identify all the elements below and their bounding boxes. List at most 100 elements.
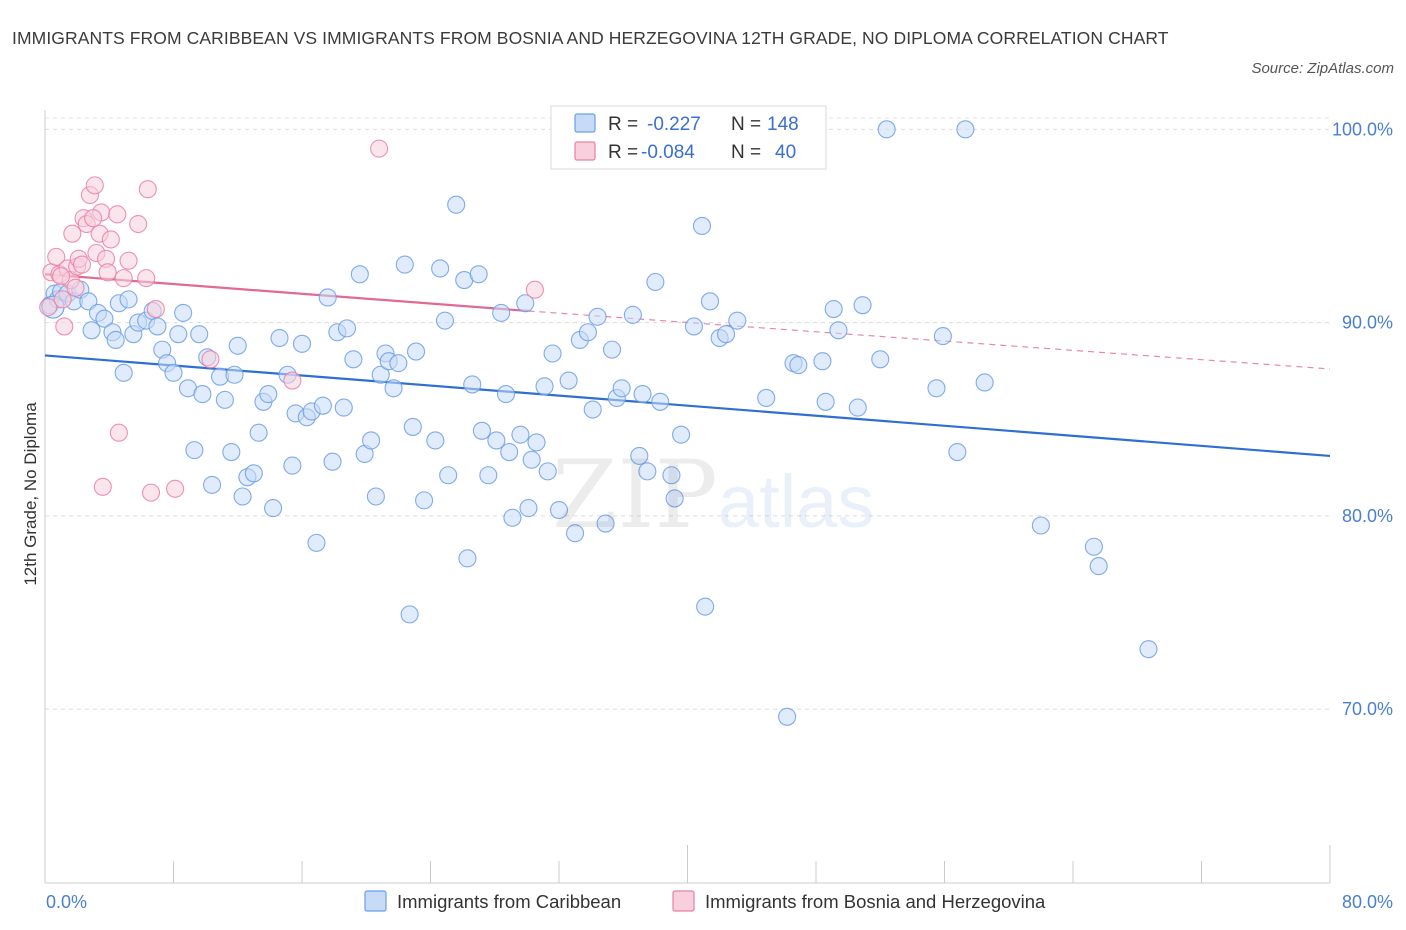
point-caribbean-95	[538, 462, 557, 481]
point-caribbean-83	[479, 466, 498, 485]
point-caribbean-84	[487, 431, 506, 450]
point-caribbean-102	[583, 400, 602, 419]
point-bosnia-23	[108, 205, 127, 224]
point-bosnia-37	[84, 209, 103, 228]
point-caribbean-107	[612, 379, 631, 398]
grid-lines	[45, 117, 1330, 710]
point-caribbean-137	[948, 443, 967, 462]
point-caribbean-117	[684, 317, 703, 336]
x-tick-labels: 0.0% 80.0%	[46, 892, 1393, 912]
chart-title: IMMIGRANTS FROM CARIBBEAN VS IMMIGRANTS …	[12, 28, 1169, 48]
point-caribbean-48	[292, 334, 312, 353]
legend-n-label-caribbean: N =	[731, 114, 761, 135]
point-caribbean-23	[164, 363, 183, 382]
point-bosnia-15	[85, 176, 104, 195]
point-caribbean-109	[630, 446, 649, 465]
point-caribbean-93	[527, 433, 546, 452]
point-caribbean-97	[549, 500, 569, 520]
point-caribbean-91	[519, 499, 538, 518]
point-caribbean-68	[395, 255, 414, 274]
point-caribbean-42	[259, 385, 278, 404]
point-bosnia-0	[39, 298, 58, 317]
point-caribbean-74	[431, 259, 450, 278]
legend-r-value-bosnia: -0.084	[641, 142, 695, 163]
point-caribbean-12	[106, 330, 125, 350]
point-caribbean-99	[566, 524, 585, 543]
point-bosnia-19	[93, 477, 112, 496]
point-caribbean-118	[692, 216, 712, 235]
bottom-legend-label-caribbean: Immigrants from Caribbean	[397, 891, 621, 912]
point-caribbean-70	[403, 417, 422, 436]
point-bosnia-25	[114, 269, 133, 288]
point-bosnia-26	[119, 251, 138, 270]
point-caribbean-77	[447, 195, 466, 214]
x-tick-label-1: 80.0%	[1342, 892, 1393, 912]
point-caribbean-131	[829, 321, 848, 340]
point-caribbean-79	[458, 549, 477, 568]
point-bosnia-9	[66, 278, 85, 297]
point-caribbean-56	[334, 398, 353, 417]
point-bosnia-24	[109, 423, 128, 442]
point-caribbean-8	[82, 321, 101, 340]
point-caribbean-123	[728, 311, 747, 330]
svg-text:ZIP: ZIP	[552, 441, 718, 550]
point-caribbean-43	[264, 499, 283, 518]
point-caribbean-90	[516, 294, 535, 313]
point-bosnia-21	[98, 263, 117, 282]
point-caribbean-25	[174, 303, 193, 322]
point-caribbean-124	[757, 388, 776, 407]
point-bosnia-27	[129, 214, 148, 234]
point-caribbean-96	[543, 344, 562, 363]
trend-line-caribbean	[44, 354, 1331, 458]
point-caribbean-116	[672, 425, 691, 444]
point-caribbean-27	[185, 441, 204, 460]
point-caribbean-119	[696, 597, 715, 616]
point-caribbean-76	[439, 466, 458, 485]
point-caribbean-57	[337, 319, 357, 338]
point-caribbean-140	[1084, 537, 1103, 556]
axes	[44, 110, 1331, 884]
point-bosnia-30	[141, 483, 161, 502]
point-caribbean-103	[588, 307, 607, 326]
point-caribbean-101	[578, 323, 597, 342]
legend-n-value-caribbean: 148	[767, 114, 799, 135]
bottom-legend-label-bosnia: Immigrants from Bosnia and Herzegovina	[705, 891, 1046, 912]
point-caribbean-58	[344, 350, 363, 369]
svg-text:atlas: atlas	[718, 460, 874, 543]
point-caribbean-62	[366, 487, 385, 506]
point-caribbean-113	[651, 392, 670, 411]
point-caribbean-92	[522, 450, 541, 469]
point-caribbean-69	[400, 605, 419, 624]
point-caribbean-110	[633, 385, 652, 404]
point-caribbean-105	[602, 340, 622, 359]
point-caribbean-67	[389, 354, 408, 373]
point-bosnia-28	[137, 269, 156, 288]
x-tick-label-0: 0.0%	[46, 892, 87, 912]
point-bosnia-4	[53, 290, 72, 309]
point-caribbean-85	[492, 303, 511, 322]
point-caribbean-82	[472, 421, 491, 440]
point-caribbean-28	[190, 325, 209, 344]
point-caribbean-63	[371, 365, 390, 384]
legend-r-value-caribbean: -0.227	[647, 114, 701, 135]
point-caribbean-104	[596, 514, 615, 533]
point-caribbean-40	[249, 423, 268, 442]
point-bosnia-5	[55, 317, 74, 336]
point-caribbean-143	[877, 120, 896, 139]
point-caribbean-129	[816, 392, 835, 411]
legend-r-label-bosnia: R =	[608, 142, 638, 163]
point-caribbean-127	[789, 356, 808, 375]
y-tick-label-3: 70.0%	[1342, 699, 1393, 719]
point-caribbean-128	[813, 352, 832, 371]
legend-swatch-bosnia	[574, 141, 596, 161]
point-bosnia-39	[72, 255, 91, 274]
point-caribbean-141	[1089, 557, 1108, 576]
point-caribbean-75	[435, 311, 455, 330]
point-caribbean-71	[406, 342, 426, 361]
stats-legend: R = -0.227 N = 148 R = -0.084 N = 40	[550, 105, 827, 170]
point-bosnia-8	[63, 224, 82, 243]
point-caribbean-88	[503, 508, 522, 527]
point-caribbean-125	[778, 707, 797, 726]
point-caribbean-142	[1139, 640, 1158, 659]
